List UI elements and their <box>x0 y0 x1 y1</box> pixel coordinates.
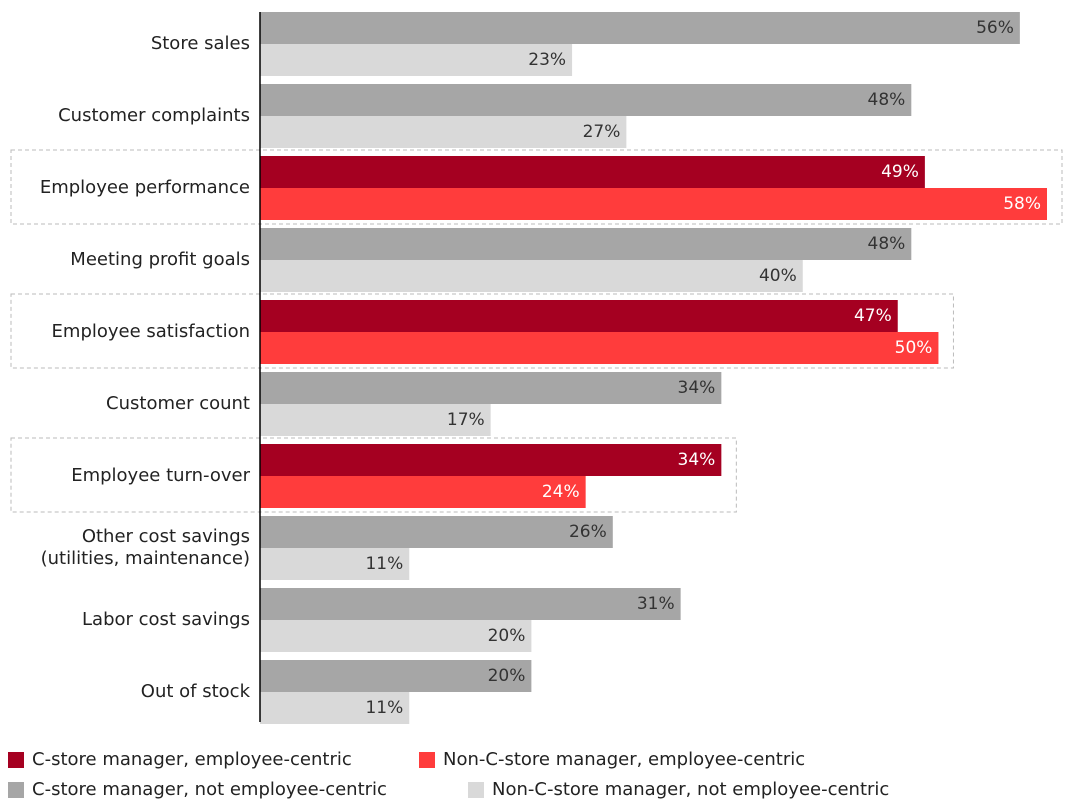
value-label: 34% <box>678 450 716 470</box>
category-label: Employee performance <box>39 177 250 198</box>
value-label: 50% <box>895 338 933 358</box>
value-label: 31% <box>637 594 675 614</box>
category-label: Employee satisfaction <box>51 321 250 342</box>
value-label: 11% <box>365 698 403 718</box>
category-label: Store sales <box>150 33 250 54</box>
legend-swatch <box>8 782 24 798</box>
bar <box>260 548 410 580</box>
legend-label: Non-C-store manager, not employee-centri… <box>492 779 889 800</box>
legend-swatch <box>8 752 24 768</box>
highlight-box <box>10 437 737 513</box>
value-label: 26% <box>569 522 607 542</box>
value-label: 20% <box>488 666 526 686</box>
legend-label: Non-C-store manager, employee-centric <box>443 749 805 770</box>
value-label: 40% <box>759 266 797 286</box>
bar <box>260 260 803 292</box>
category-label: Employee turn-over <box>71 465 250 486</box>
bar <box>260 692 410 724</box>
highlight-box <box>10 149 1063 225</box>
bar <box>260 156 925 188</box>
value-label: 17% <box>447 410 485 430</box>
highlight-box <box>10 293 954 369</box>
value-label: 58% <box>1003 194 1041 214</box>
legend-swatch <box>468 782 484 798</box>
bar <box>260 188 1047 220</box>
legend-label: C-store manager, employee-centric <box>32 749 352 770</box>
category-label: Other cost savings (utilities, maintenan… <box>40 526 250 569</box>
category-label: Labor cost savings <box>82 609 250 630</box>
bar <box>260 516 613 548</box>
category-label: Customer count <box>106 393 250 414</box>
value-label: 48% <box>868 234 906 254</box>
value-label: 56% <box>976 18 1014 38</box>
category-label: Out of stock <box>140 681 250 702</box>
bar <box>260 12 1020 44</box>
category-label: Customer complaints <box>58 105 250 126</box>
value-label: 23% <box>528 50 566 70</box>
value-label: 47% <box>854 306 892 326</box>
bar <box>260 588 681 620</box>
legend-label: C-store manager, not employee-centric <box>32 779 387 800</box>
bar <box>260 228 912 260</box>
value-label: 11% <box>365 554 403 574</box>
bar <box>260 332 939 364</box>
bar <box>260 444 722 476</box>
bar <box>260 404 491 436</box>
bar <box>260 300 898 332</box>
bar <box>260 44 573 76</box>
bar <box>260 372 722 404</box>
bar <box>260 620 532 652</box>
value-label: 27% <box>583 122 621 142</box>
bar <box>260 84 912 116</box>
bar <box>260 116 627 148</box>
value-label: 20% <box>488 626 526 646</box>
bar <box>260 660 532 692</box>
value-label: 49% <box>881 162 919 182</box>
bar <box>260 476 586 508</box>
value-label: 24% <box>542 482 580 502</box>
category-label: Meeting profit goals <box>70 249 250 270</box>
legend-swatch <box>419 752 435 768</box>
value-label: 48% <box>868 90 906 110</box>
value-label: 34% <box>678 378 716 398</box>
